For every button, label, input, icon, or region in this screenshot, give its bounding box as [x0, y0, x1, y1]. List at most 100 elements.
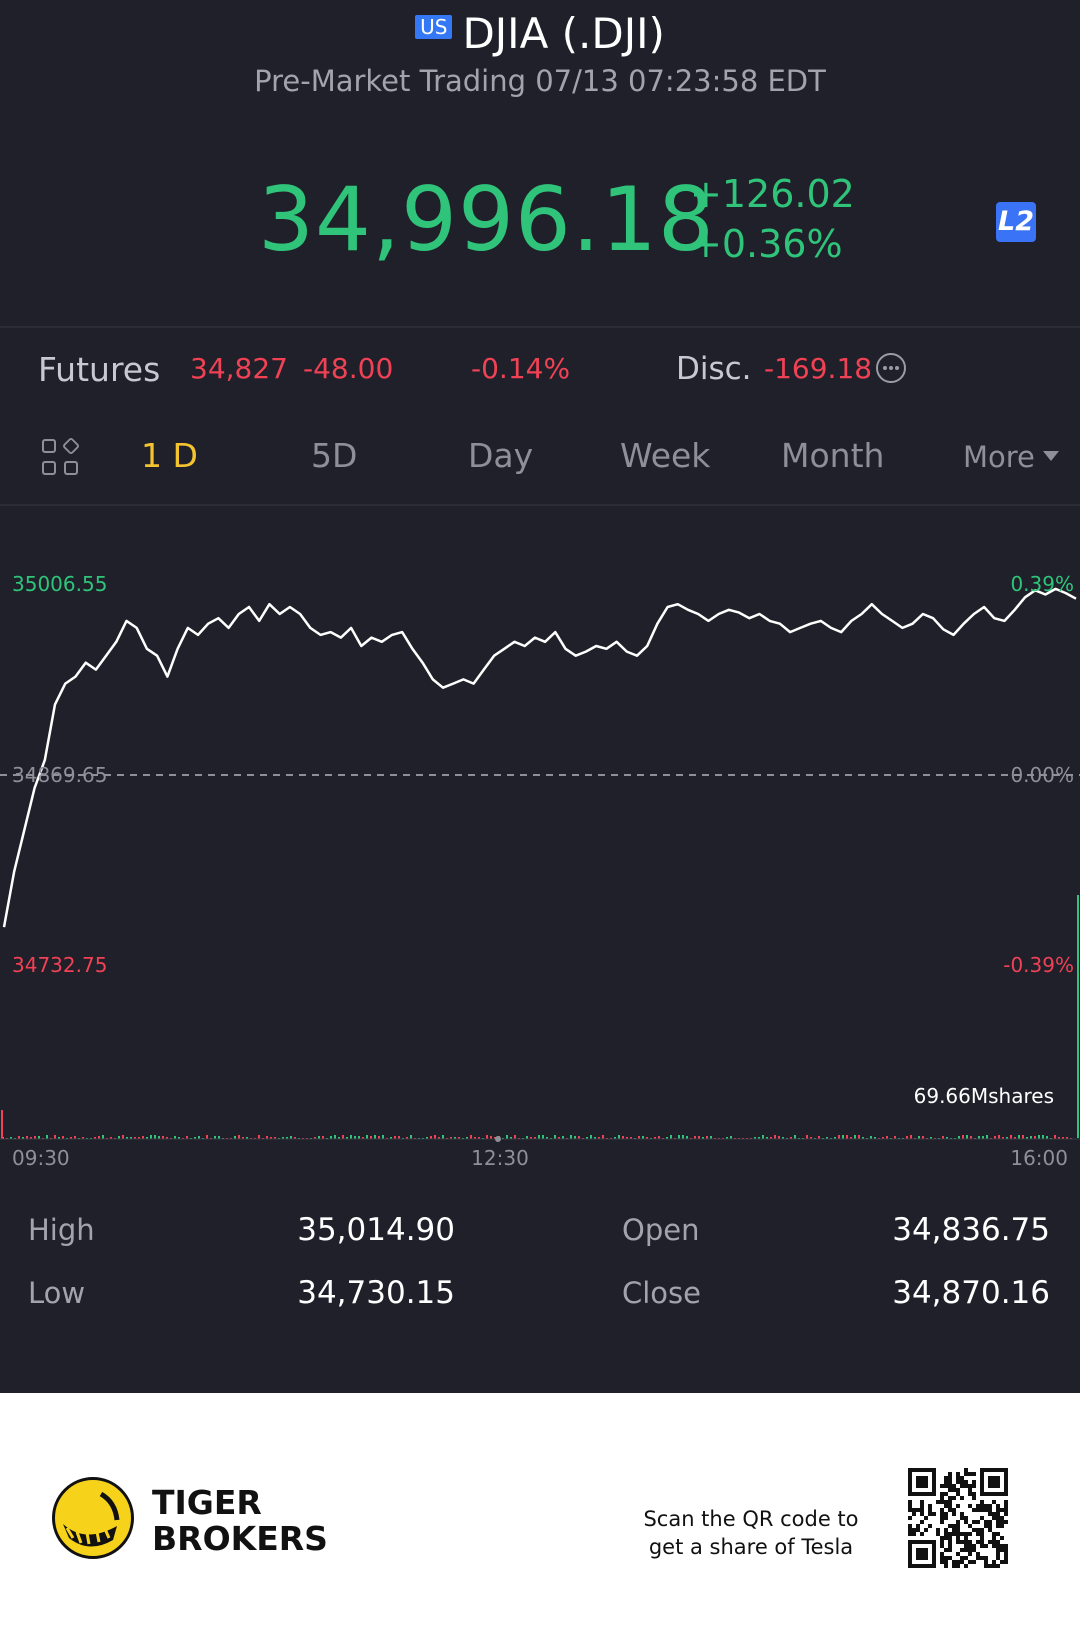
- volume-bar: [766, 1137, 768, 1139]
- volume-bar: [730, 1136, 732, 1139]
- volume-bar: [134, 1137, 136, 1139]
- open-value: 34,836.75: [892, 1212, 1050, 1248]
- l2-icon[interactable]: L2: [996, 202, 1036, 242]
- volume-bar: [626, 1137, 628, 1139]
- volume-bar: [410, 1135, 412, 1139]
- volume-bar: [962, 1135, 964, 1139]
- volume-bar: [158, 1136, 160, 1139]
- volume-bar: [510, 1137, 512, 1139]
- volume-bar: [266, 1136, 268, 1139]
- volume-bar: [194, 1137, 196, 1139]
- volume-bar: [562, 1136, 564, 1139]
- tab-week[interactable]: Week: [620, 436, 711, 475]
- volume-bar: [698, 1136, 700, 1139]
- volume-bar: [466, 1137, 468, 1139]
- volume-bar: [1054, 1135, 1056, 1139]
- more-options-icon[interactable]: [876, 353, 906, 383]
- trading-status: Pre-Market Trading 07/13 07:23:58 EDT: [254, 64, 826, 98]
- volume-bar: [130, 1137, 132, 1139]
- volume-bar: [554, 1135, 556, 1139]
- volume-bar: [982, 1136, 984, 1139]
- volume-bar: [942, 1136, 944, 1139]
- volume-bar: [726, 1137, 728, 1139]
- volume-bar: [110, 1137, 112, 1139]
- tab-1d[interactable]: 1 D: [141, 436, 198, 475]
- y-label-low-pct: -0.39%: [1003, 953, 1074, 977]
- volume-bar: [362, 1137, 364, 1139]
- volume-bar: [286, 1137, 288, 1139]
- volume-bar: [154, 1135, 156, 1139]
- volume-bar: [478, 1137, 480, 1139]
- midday-marker: [495, 1136, 501, 1142]
- volume-bar: [806, 1135, 808, 1139]
- volume-bar: [986, 1135, 988, 1139]
- volume-bar: [834, 1137, 836, 1139]
- volume-bar: [994, 1136, 996, 1139]
- volume-bar: [546, 1137, 548, 1139]
- tab-5d[interactable]: 5D: [311, 436, 358, 475]
- volume-bar: [82, 1137, 84, 1139]
- volume-bar: [1058, 1137, 1060, 1139]
- volume-bar: [246, 1137, 248, 1139]
- chart-layout-icon[interactable]: [42, 436, 82, 479]
- divider: [0, 504, 1080, 506]
- volume-bar: [434, 1135, 436, 1139]
- volume-bar: [58, 1137, 60, 1139]
- volume-bar: [338, 1137, 340, 1139]
- close-value: 34,870.16: [892, 1275, 1050, 1311]
- volume-bar: [638, 1136, 640, 1139]
- volume-bar: [1018, 1135, 1020, 1139]
- volume-bar: [178, 1137, 180, 1139]
- futures-change-pct: -0.14%: [471, 352, 571, 385]
- high-label: High: [28, 1213, 95, 1247]
- intraday-chart[interactable]: 35006.55 34869.65 34732.75 0.39% 0.00% -…: [0, 500, 1080, 1170]
- tab-month[interactable]: Month: [781, 436, 885, 475]
- volume-bar: [642, 1136, 644, 1139]
- volume-bar: [694, 1136, 696, 1139]
- volume-bar: [710, 1136, 712, 1139]
- volume-bar: [882, 1137, 884, 1139]
- volume-bar: [346, 1137, 348, 1139]
- price-change-pct: +0.36%: [690, 222, 843, 266]
- volume-bar: [966, 1135, 968, 1139]
- volume-bar: [1066, 1137, 1068, 1139]
- volume-bar: [342, 1135, 344, 1139]
- volume-bar: [810, 1137, 812, 1139]
- qr-code-icon[interactable]: [908, 1468, 1008, 1568]
- volume-bar: [602, 1135, 604, 1139]
- volume-bar: [26, 1136, 28, 1139]
- volume-bar: [54, 1135, 56, 1139]
- volume-bar: [166, 1137, 168, 1139]
- disc-value: -169.18: [764, 352, 873, 385]
- volume-bar: [334, 1135, 336, 1139]
- volume-bar: [394, 1136, 396, 1139]
- volume-bar: [874, 1137, 876, 1139]
- volume-bar: [350, 1135, 352, 1139]
- volume-bar: [270, 1137, 272, 1139]
- volume-bar: [490, 1136, 492, 1139]
- volume-bar: [842, 1135, 844, 1139]
- volume-bar: [454, 1137, 456, 1139]
- volume-bar: [390, 1137, 392, 1139]
- volume-bar: [22, 1137, 24, 1139]
- tab-day[interactable]: Day: [468, 436, 534, 475]
- volume-bar: [590, 1135, 592, 1139]
- volume-bar: [918, 1136, 920, 1139]
- volume-bar: [234, 1136, 236, 1139]
- volume-bar: [374, 1135, 376, 1139]
- volume-bar: [894, 1136, 896, 1139]
- volume-bar: [1002, 1137, 1004, 1139]
- volume-bar: [322, 1136, 324, 1139]
- volume-bar: [922, 1136, 924, 1139]
- volume-bar: [214, 1136, 216, 1139]
- open-label: Open: [622, 1213, 700, 1247]
- volume-bar: [314, 1137, 316, 1139]
- volume-bar: [398, 1136, 400, 1139]
- volume-bar: [686, 1136, 688, 1139]
- volume-bar: [886, 1136, 888, 1139]
- volume-bar: [854, 1135, 856, 1139]
- y-label-mid: 34869.65: [12, 763, 107, 787]
- tab-more[interactable]: More: [963, 440, 1059, 474]
- volume-bar: [794, 1135, 796, 1139]
- volume-bar: [38, 1136, 40, 1139]
